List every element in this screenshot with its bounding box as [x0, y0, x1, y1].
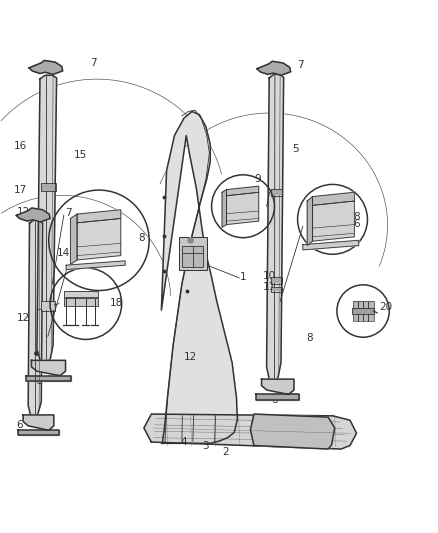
- Polygon shape: [18, 430, 59, 435]
- Text: 6: 6: [35, 376, 42, 386]
- Polygon shape: [32, 360, 66, 376]
- Text: 14: 14: [57, 247, 70, 257]
- Polygon shape: [29, 60, 63, 75]
- Bar: [64, 298, 99, 306]
- Bar: [271, 287, 282, 292]
- Polygon shape: [256, 394, 299, 400]
- Text: 12: 12: [16, 313, 30, 323]
- Text: 9: 9: [254, 174, 261, 184]
- Text: 12: 12: [16, 207, 30, 217]
- Polygon shape: [303, 240, 359, 250]
- Polygon shape: [37, 75, 57, 367]
- Text: 13: 13: [73, 225, 86, 236]
- Bar: [182, 246, 203, 266]
- Bar: [271, 189, 282, 195]
- Bar: [182, 246, 203, 266]
- Polygon shape: [251, 414, 335, 449]
- Text: 6: 6: [353, 219, 360, 229]
- Text: 15: 15: [74, 150, 87, 160]
- Text: 8: 8: [306, 333, 313, 343]
- Bar: [41, 302, 54, 310]
- Bar: [358, 302, 363, 321]
- Polygon shape: [26, 376, 71, 381]
- Text: 3: 3: [202, 441, 209, 451]
- Bar: [179, 237, 207, 270]
- Bar: [271, 278, 282, 283]
- Bar: [41, 184, 55, 191]
- Bar: [271, 277, 282, 284]
- Bar: [271, 287, 282, 292]
- Bar: [363, 302, 368, 321]
- Polygon shape: [77, 219, 121, 260]
- Polygon shape: [226, 186, 259, 196]
- Circle shape: [188, 238, 193, 243]
- Text: 10: 10: [263, 271, 276, 281]
- Bar: [64, 298, 99, 306]
- Text: 8: 8: [139, 233, 145, 243]
- Text: 6: 6: [16, 421, 23, 431]
- Bar: [358, 302, 363, 321]
- Text: 18: 18: [110, 298, 123, 308]
- Bar: [64, 291, 99, 297]
- Polygon shape: [71, 214, 77, 264]
- Text: 1: 1: [240, 272, 247, 282]
- Polygon shape: [257, 61, 290, 75]
- Text: 16: 16: [14, 141, 27, 151]
- Text: 8: 8: [353, 212, 360, 222]
- Polygon shape: [144, 414, 357, 449]
- Bar: [352, 309, 374, 313]
- Text: 20: 20: [380, 302, 393, 312]
- Polygon shape: [161, 111, 237, 443]
- Text: 5: 5: [292, 144, 299, 155]
- Text: 12: 12: [184, 352, 198, 362]
- Text: 7: 7: [297, 60, 304, 70]
- Bar: [368, 302, 374, 321]
- Text: 11: 11: [263, 281, 276, 292]
- Text: 6: 6: [272, 395, 278, 405]
- Polygon shape: [312, 201, 354, 241]
- Bar: [271, 189, 282, 196]
- Text: 4: 4: [180, 437, 187, 447]
- Polygon shape: [312, 192, 354, 205]
- Polygon shape: [222, 190, 226, 227]
- Bar: [353, 302, 358, 321]
- Bar: [41, 301, 55, 311]
- Text: 17: 17: [14, 184, 27, 195]
- Bar: [368, 302, 374, 321]
- Polygon shape: [307, 197, 312, 246]
- Polygon shape: [77, 210, 121, 223]
- Text: 2: 2: [223, 447, 229, 457]
- Polygon shape: [226, 192, 259, 224]
- Text: 19: 19: [64, 294, 77, 304]
- Bar: [179, 237, 207, 270]
- Text: 7: 7: [65, 208, 72, 218]
- Bar: [64, 291, 99, 297]
- Bar: [353, 302, 358, 321]
- Polygon shape: [28, 220, 42, 421]
- Text: 7: 7: [90, 58, 97, 68]
- Polygon shape: [267, 75, 284, 385]
- Polygon shape: [261, 379, 294, 394]
- Bar: [352, 309, 374, 313]
- Text: 13: 13: [311, 205, 324, 215]
- Polygon shape: [23, 415, 54, 430]
- Bar: [41, 183, 56, 191]
- Polygon shape: [66, 261, 125, 270]
- Bar: [363, 302, 368, 321]
- Polygon shape: [16, 208, 50, 222]
